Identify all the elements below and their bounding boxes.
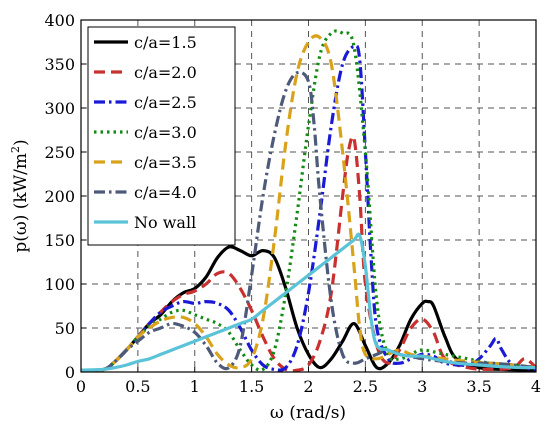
x-tick-label: 3.5	[466, 377, 491, 396]
legend-label: c/a=4.0	[134, 183, 197, 202]
x-tick-label: 2.5	[353, 377, 378, 396]
legend: c/a=1.5 c/a=2.0 c/a=2.5 c/a=3.0 c/a=3.5 c/a=4…	[87, 26, 236, 246]
y-tick-label: 150	[44, 231, 75, 250]
x-tick-label: 3	[417, 377, 427, 396]
series-layer	[80, 29, 538, 373]
x-tick-label: 1	[190, 377, 200, 396]
series-line-5	[80, 34, 537, 372]
y-tick-label: 300	[44, 99, 75, 118]
x-tick-label: 0.5	[125, 377, 150, 396]
y-axis-label-close: )	[11, 139, 31, 146]
legend-label: c/a=2.5	[134, 93, 197, 112]
x-tick-label: 2	[303, 377, 313, 396]
x-tick-label: 0	[76, 377, 86, 396]
series-line-6	[80, 70, 537, 372]
y-axis-label-superscript: 2	[9, 146, 22, 153]
tick-layer: 0 0.5 1 1.5 2 2.5 3 3.5 4 0 50 100 150 200 250 300 350 40…	[44, 11, 541, 396]
y-tick-label: 250	[44, 143, 75, 162]
y-tick-label: 0	[65, 363, 75, 382]
y-tick-label: 50	[55, 319, 75, 338]
series-line-1	[80, 245, 537, 372]
series-line-7	[80, 232, 537, 372]
x-tick-label: 1.5	[239, 377, 264, 396]
legend-box	[87, 26, 236, 246]
y-axis-label-main: p(ω) (kW/m	[11, 153, 31, 253]
legend-label: c/a=1.5	[134, 33, 197, 52]
y-tick-label: 400	[44, 11, 75, 30]
y-tick-label: 100	[44, 275, 75, 294]
legend-label: No wall	[134, 213, 196, 232]
legend-label: c/a=2.0	[134, 63, 197, 82]
x-tick-label: 4	[531, 377, 541, 396]
legend-label: c/a=3.5	[134, 153, 197, 172]
legend-label: c/a=3.0	[134, 123, 197, 142]
series-line-3	[80, 44, 537, 372]
y-tick-label: 200	[44, 187, 75, 206]
series-line-4	[80, 29, 537, 372]
y-tick-label: 350	[44, 55, 75, 74]
x-axis-label: ω (rad/s)	[270, 403, 346, 423]
y-axis-label: p(ω) (kW/m2)	[9, 139, 31, 252]
